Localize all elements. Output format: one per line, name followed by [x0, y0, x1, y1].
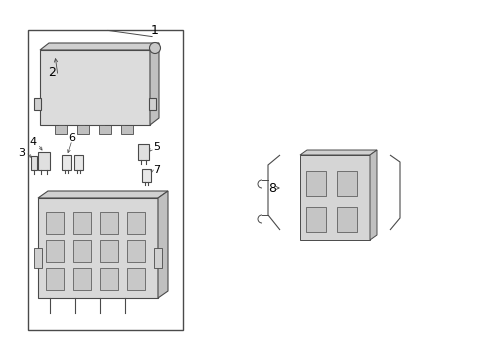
Text: 8: 8 [267, 181, 275, 194]
Bar [305, 171, 325, 196]
Text: 3: 3 [19, 148, 25, 158]
Text: 5: 5 [153, 142, 160, 152]
Text: 6: 6 [68, 133, 75, 143]
Bar [73, 212, 91, 234]
Bar [99, 125, 111, 134]
Polygon shape [150, 43, 159, 125]
Bar [46, 212, 64, 234]
Bar [336, 207, 356, 232]
Bar [38, 152, 50, 170]
Bar [142, 169, 151, 182]
Text: 1: 1 [151, 23, 159, 36]
Polygon shape [299, 155, 369, 240]
Bar [100, 212, 118, 234]
Bar [46, 268, 64, 290]
Bar [127, 212, 145, 234]
Bar [280, 130, 389, 250]
Circle shape [149, 42, 160, 54]
Polygon shape [40, 50, 150, 125]
Bar [28, 30, 183, 330]
Polygon shape [38, 191, 168, 198]
Bar [34, 248, 42, 268]
Bar [31, 156, 37, 170]
Bar [127, 268, 145, 290]
Bar [149, 98, 156, 110]
Bar [73, 240, 91, 262]
Bar [62, 155, 71, 170]
Bar [100, 240, 118, 262]
Bar [127, 240, 145, 262]
Polygon shape [299, 150, 376, 155]
Polygon shape [158, 191, 168, 298]
Text: 7: 7 [153, 165, 160, 175]
Polygon shape [40, 43, 159, 50]
Bar [73, 268, 91, 290]
Polygon shape [38, 198, 158, 298]
Polygon shape [369, 150, 376, 240]
Bar [138, 144, 149, 160]
Bar [77, 125, 89, 134]
Bar [100, 268, 118, 290]
Bar [74, 155, 83, 170]
Bar [34, 98, 41, 110]
Bar [336, 171, 356, 196]
Text: 4: 4 [29, 137, 37, 147]
Bar [121, 125, 133, 134]
Bar [46, 240, 64, 262]
Bar [154, 248, 162, 268]
Text: 2: 2 [48, 66, 56, 78]
Bar [305, 207, 325, 232]
Bar [55, 125, 67, 134]
